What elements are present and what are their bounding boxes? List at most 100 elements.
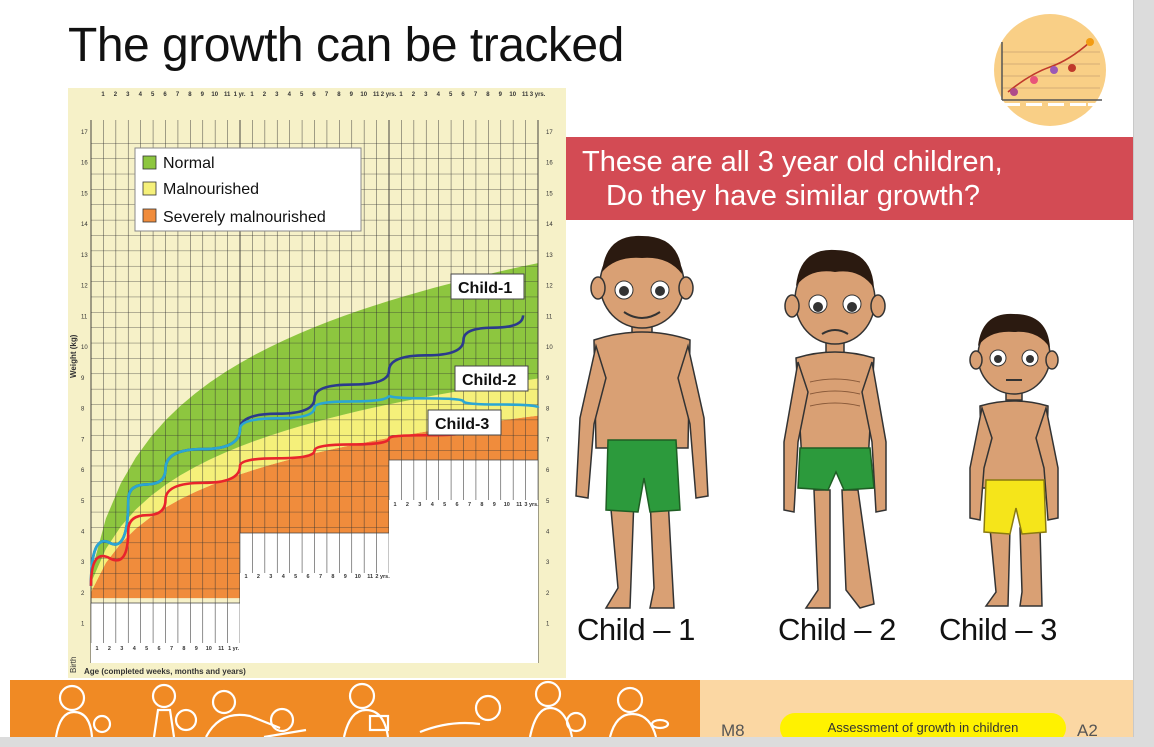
- module-code-left: M8: [721, 721, 745, 737]
- legend-swatch-normal: [142, 155, 157, 170]
- x-tick-inner: 11: [218, 646, 224, 652]
- legend-swatch-malnourished: [142, 181, 157, 196]
- legend-malnourished: Malnourished: [163, 181, 259, 198]
- viewer-scroll-edge[interactable]: [1133, 0, 1154, 747]
- child-1-shorts: [605, 439, 681, 513]
- chart-label-child-3: Child-3: [435, 416, 489, 433]
- x-tick: 5: [449, 92, 453, 98]
- x-tick: 7: [325, 92, 329, 98]
- x-tick-inner: 5: [294, 574, 297, 580]
- x-tick: 8: [188, 92, 192, 98]
- footer-illustrations-icon: [54, 680, 670, 737]
- x-tick-inner: 5: [145, 646, 148, 652]
- y-tick: 6: [81, 468, 85, 474]
- x-tick-inner: 3: [418, 502, 421, 508]
- x-tick-inner: 6: [158, 646, 161, 652]
- y-tick-right: 10: [546, 345, 553, 351]
- y-tick-right: 1: [546, 622, 550, 628]
- x-axis-label: Age (completed weeks, months and years): [84, 667, 246, 676]
- y-tick-right: 12: [546, 284, 553, 290]
- growth-line-child-2: [89, 393, 540, 586]
- x-tick: 7: [176, 92, 180, 98]
- y-tick: 8: [81, 407, 85, 413]
- y-tick: 9: [81, 376, 85, 382]
- x-tick-inner: 1 yr.: [228, 646, 239, 652]
- module-code-right: A2: [1077, 721, 1098, 737]
- y-tick-right: 17: [546, 130, 553, 136]
- x-tick-inner: 2 yrs.: [375, 574, 390, 580]
- x-tick: 6: [461, 92, 465, 98]
- y-tick-right: 16: [546, 161, 553, 167]
- x-tick: 1: [250, 92, 254, 98]
- y-tick-right: 13: [546, 253, 553, 259]
- x-tick-inner: 7: [319, 574, 322, 580]
- growth-logo-icon: [994, 14, 1106, 126]
- child-3-shorts: [983, 479, 1047, 535]
- x-tick: 10: [509, 92, 516, 98]
- child-1-illustration: [575, 235, 709, 609]
- y-tick-right: 8: [546, 407, 550, 413]
- y-tick-right: 5: [546, 499, 550, 505]
- x-tick-inner: 2: [257, 574, 260, 580]
- child-1-label: Child – 1: [577, 612, 695, 647]
- x-tick-inner: 4: [282, 574, 286, 580]
- x-tick: 8: [486, 92, 490, 98]
- x-tick-inner: 6: [307, 574, 310, 580]
- viewer-bottom-edge: [0, 737, 1154, 747]
- child-2-shorts: [797, 447, 875, 491]
- x-tick-inner: 3 yrs.: [524, 502, 539, 508]
- banner-line-1: These are all 3 year old children,: [582, 146, 1003, 178]
- child-2-illustration: [783, 249, 887, 609]
- x-tick-inner: 8: [182, 646, 185, 652]
- x-tick: 11: [373, 92, 380, 98]
- birth-label: Birth: [69, 657, 78, 673]
- x-tick: 5: [300, 92, 304, 98]
- question-banner: These are all 3 year old children, Do th…: [566, 137, 1133, 220]
- child-2-label: Child – 2: [778, 612, 896, 647]
- child-3-label: Child – 3: [939, 612, 1057, 647]
- x-tick: 1: [101, 92, 105, 98]
- y-tick: 11: [81, 314, 88, 320]
- x-tick: 5: [151, 92, 155, 98]
- x-tick: 4: [139, 92, 143, 98]
- x-tick: 2: [263, 92, 267, 98]
- y-tick-right: 6: [546, 468, 550, 474]
- x-tick-inner: 7: [468, 502, 471, 508]
- x-tick-inner: 1: [244, 574, 247, 580]
- y-tick: 13: [81, 253, 88, 259]
- y-tick-right: 2: [546, 591, 550, 597]
- x-tick-inner: 10: [355, 574, 361, 580]
- chart-label-child-1: Child-1: [458, 280, 512, 297]
- y-tick-right: 14: [546, 222, 553, 228]
- x-tick: 3: [275, 92, 279, 98]
- x-tick: 6: [312, 92, 316, 98]
- y-tick: 10: [81, 345, 88, 351]
- x-tick: 1: [399, 92, 403, 98]
- y-tick: 16: [81, 161, 88, 167]
- legend-severe: Severely malnourished: [163, 209, 326, 226]
- x-tick-inner: 7: [170, 646, 173, 652]
- y-tick: 7: [81, 437, 85, 443]
- x-tick: 4: [288, 92, 292, 98]
- x-tick-inner: 3: [269, 574, 272, 580]
- y-tick-right: 7: [546, 437, 550, 443]
- x-tick: 7: [474, 92, 478, 98]
- x-tick-inner: 1: [393, 502, 396, 508]
- x-tick-inner: 11: [367, 574, 373, 580]
- y-tick: 5: [81, 499, 85, 505]
- x-tick: 10: [360, 92, 367, 98]
- x-tick-inner: 4: [133, 646, 137, 652]
- x-tick-inner: 10: [206, 646, 212, 652]
- chart-label-child-2: Child-2: [462, 372, 516, 389]
- x-tick-inner: 4: [431, 502, 435, 508]
- child-3-illustration: [969, 313, 1059, 607]
- y-tick: 15: [81, 191, 88, 197]
- y-tick-right: 4: [546, 530, 550, 536]
- footer-band: [10, 680, 700, 737]
- x-tick-inner: 3: [120, 646, 123, 652]
- x-tick: 3 yrs.: [530, 92, 546, 98]
- y-tick: 12: [81, 284, 88, 290]
- x-tick-inner: 9: [344, 574, 347, 580]
- x-tick: 10: [211, 92, 218, 98]
- x-tick: 9: [201, 92, 205, 98]
